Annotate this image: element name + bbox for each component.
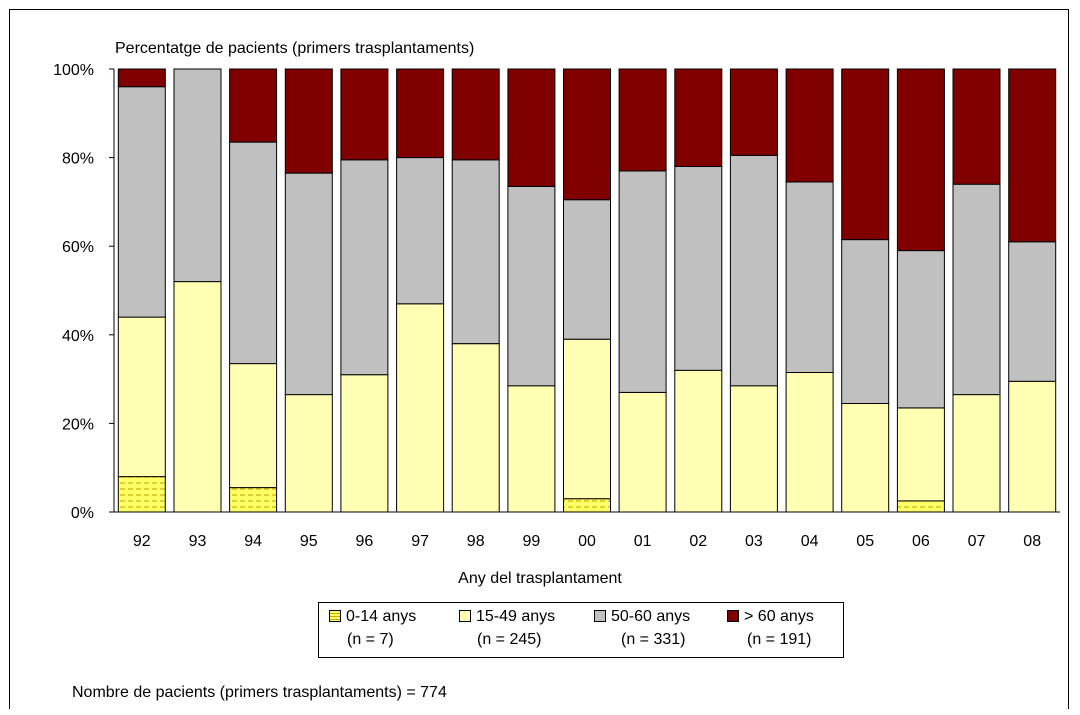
y-tick-label: 20% — [62, 416, 94, 433]
x-tick-label: 04 — [801, 533, 819, 550]
legend-swatch-over-60 — [727, 610, 739, 622]
chart-frame — [9, 9, 1069, 709]
bar-97-series-2 — [396, 157, 445, 305]
bar-94-series-1 — [229, 363, 278, 489]
bar-08-series-3 — [1008, 68, 1057, 243]
bar-92-series-0 — [117, 476, 166, 513]
x-tick-label: 03 — [745, 533, 763, 550]
bar-95-series-3 — [284, 68, 333, 174]
y-tick-label: 100% — [53, 62, 94, 79]
bar-95-series-2 — [284, 172, 333, 396]
legend-item-0-14: 0-14 anys — [329, 607, 416, 627]
y-tick-label: 80% — [62, 151, 94, 168]
bar-96-series-1 — [340, 374, 389, 513]
bar-08-series-2 — [1008, 241, 1057, 382]
x-tick-label: 93 — [189, 533, 207, 550]
x-tick-label: 94 — [244, 533, 262, 550]
x-tick-label: 99 — [523, 533, 541, 550]
legend-count-50-60: (n = 331) — [621, 631, 686, 648]
bar-92-series-2 — [117, 86, 166, 318]
bar-07-series-1 — [952, 394, 1001, 513]
x-tick-label: 95 — [300, 533, 318, 550]
bar-05-series-1 — [841, 403, 890, 513]
bar-92-series-3 — [117, 68, 166, 88]
y-tick-label: 60% — [62, 239, 94, 256]
bar-04-series-3 — [785, 68, 834, 183]
legend-swatch-15-49 — [459, 610, 471, 622]
bar-94-series-0 — [229, 487, 278, 513]
bar-03-series-3 — [729, 68, 778, 156]
legend-count-15-49: (n = 245) — [477, 631, 542, 648]
x-axis-label: Any del trasplantament — [458, 570, 622, 587]
bar-02-series-3 — [674, 68, 723, 167]
bar-01-series-3 — [618, 68, 667, 172]
bar-08-series-1 — [1008, 380, 1057, 513]
x-tick-label: 01 — [634, 533, 652, 550]
bar-95-series-1 — [284, 394, 333, 513]
bar-97-series-3 — [396, 68, 445, 159]
bar-99-series-3 — [507, 68, 556, 187]
x-tick-label: 98 — [467, 533, 485, 550]
x-tick-label: 92 — [133, 533, 151, 550]
bar-00-series-2 — [563, 199, 611, 340]
bar-06-series-0 — [896, 500, 945, 513]
bar-93-series-1 — [173, 281, 222, 513]
legend-count-over-60: (n = 191) — [747, 631, 812, 648]
bar-99-series-2 — [507, 185, 556, 387]
legend-item-over-60: > 60 anys — [727, 607, 814, 627]
x-tick-label: 02 — [689, 533, 707, 550]
bar-92-series-1 — [117, 316, 166, 478]
bar-97-series-1 — [396, 303, 445, 513]
x-tick-label: 07 — [968, 533, 986, 550]
bar-04-series-1 — [785, 372, 834, 513]
bar-96-series-2 — [340, 159, 389, 376]
bar-98-series-2 — [451, 159, 500, 345]
y-tick-label: 0% — [71, 505, 94, 522]
bar-98-series-1 — [451, 343, 500, 513]
bar-00-series-3 — [563, 68, 611, 201]
bar-00-series-0 — [563, 498, 611, 513]
bar-06-series-2 — [896, 250, 945, 409]
legend-label: > 60 anys — [744, 608, 814, 625]
bar-03-series-1 — [729, 385, 778, 513]
bar-06-series-1 — [896, 407, 945, 502]
x-tick-label: 08 — [1023, 533, 1041, 550]
bar-99-series-1 — [507, 385, 556, 513]
x-tick-label: 97 — [411, 533, 429, 550]
x-tick-label: 96 — [356, 533, 374, 550]
bar-94-series-3 — [229, 68, 278, 143]
bar-94-series-2 — [229, 141, 278, 365]
bar-96-series-3 — [340, 68, 389, 161]
legend-label: 50-60 anys — [611, 608, 691, 625]
x-tick-label: 05 — [856, 533, 874, 550]
bar-03-series-2 — [729, 154, 778, 387]
footnote: Nombre de pacients (primers trasplantame… — [72, 684, 447, 701]
legend-label: 0-14 anys — [346, 608, 417, 625]
legend-label: 15-49 anys — [476, 608, 556, 625]
legend-item-50-60: 50-60 anys — [594, 607, 690, 627]
bar-93-series-2 — [173, 68, 222, 283]
bar-04-series-2 — [785, 181, 834, 373]
bar-02-series-2 — [674, 166, 723, 371]
bar-00-series-1 — [563, 338, 611, 500]
x-tick-label: 06 — [912, 533, 930, 550]
legend-count-0-14: (n = 7) — [347, 631, 394, 648]
x-tick-label: 00 — [578, 533, 596, 550]
bar-01-series-2 — [618, 170, 667, 393]
legend-swatch-0-14 — [329, 610, 341, 622]
bar-06-series-3 — [896, 68, 945, 252]
legend: 0-14 anys (n = 7) 15-49 anys (n = 245) 5… — [318, 602, 844, 658]
chart-title: Percentatge de pacients (primers traspla… — [115, 40, 475, 57]
bar-05-series-2 — [841, 239, 890, 404]
bar-07-series-3 — [952, 68, 1001, 185]
bar-02-series-1 — [674, 369, 723, 513]
bar-01-series-1 — [618, 391, 667, 513]
bar-05-series-3 — [841, 68, 890, 241]
y-tick-label: 40% — [62, 328, 94, 345]
legend-swatch-50-60 — [594, 610, 606, 622]
bar-07-series-2 — [952, 183, 1001, 396]
bar-98-series-3 — [451, 68, 500, 161]
legend-item-15-49: 15-49 anys — [459, 607, 555, 627]
